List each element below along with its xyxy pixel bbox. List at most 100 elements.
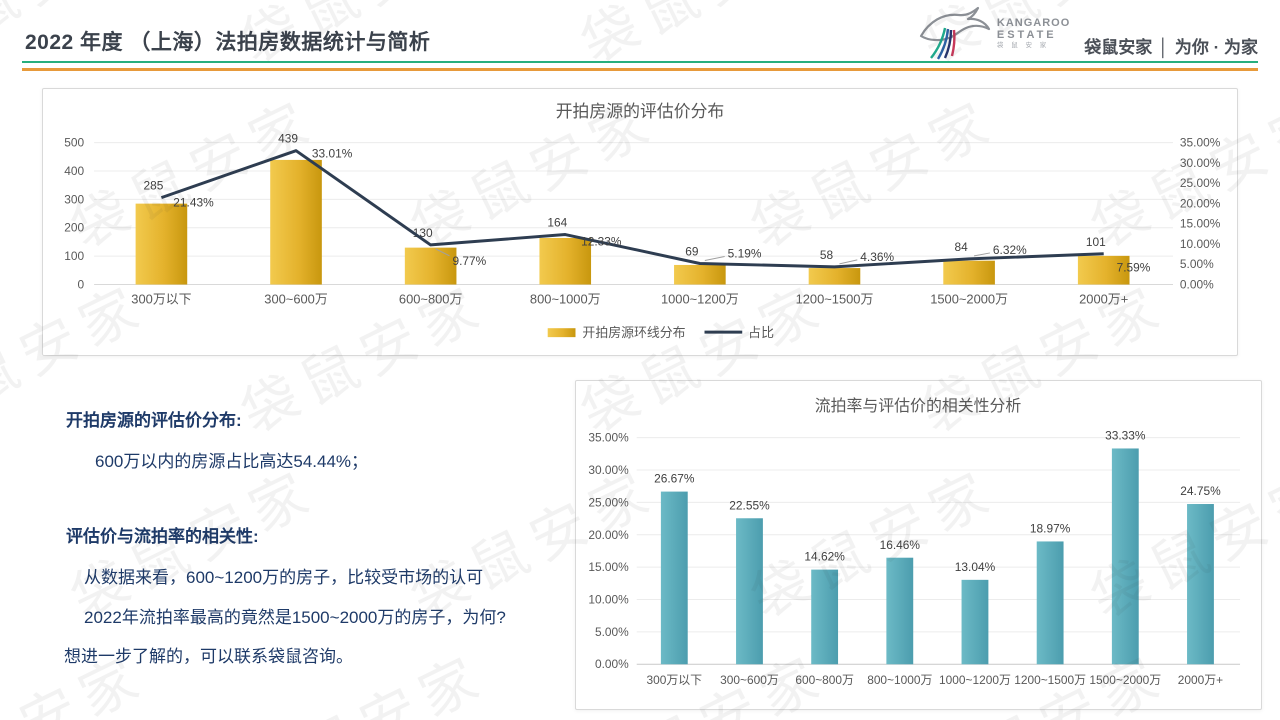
header-rule-green <box>22 61 1258 63</box>
gold-bar <box>674 264 726 285</box>
svg-text:400: 400 <box>64 164 84 178</box>
svg-text:16.46%: 16.46% <box>880 538 921 552</box>
svg-text:22.55%: 22.55% <box>729 498 770 512</box>
slide-header: 2022 年度 （上海）法拍房数据统计与简析 KANGAROO ESTATE 袋… <box>0 0 1280 80</box>
svg-text:9.77%: 9.77% <box>452 254 486 268</box>
brand-divider: │ <box>1158 37 1169 57</box>
failure-rate-bar-chart: 流拍率与评估价的相关性分析 0.00% 5.00% 10.00% 15.00% 20.00… <box>588 397 1241 687</box>
logo-text-kangaroo: KANGAROO <box>996 17 1071 30</box>
ratio-line <box>160 149 1104 269</box>
svg-text:0.00%: 0.00% <box>595 657 629 671</box>
svg-text:30.00%: 30.00% <box>1180 156 1221 170</box>
svg-text:开拍房源的评估价分布: 开拍房源的评估价分布 <box>556 102 725 121</box>
svg-text:1200~1500万: 1200~1500万 <box>796 291 874 306</box>
svg-text:33.33%: 33.33% <box>1105 429 1146 443</box>
svg-text:58: 58 <box>820 248 834 262</box>
company-logo: KANGAROO ESTATE 袋 鼠 安 家 <box>915 6 1070 62</box>
svg-text:33.01%: 33.01% <box>312 147 353 161</box>
chart-legend: 开拍房源环线分布 占比 <box>547 325 774 340</box>
svg-text:600~800万: 600~800万 <box>795 673 854 687</box>
svg-text:300: 300 <box>64 192 84 206</box>
logo-text-estate: ESTATE <box>996 28 1057 41</box>
page-title: 2022 年度 （上海）法拍房数据统计与简析 <box>25 31 431 54</box>
svg-text:35.00%: 35.00% <box>588 431 629 445</box>
svg-text:2000万+: 2000万+ <box>1178 673 1223 687</box>
svg-text:1000~1200万: 1000~1200万 <box>939 673 1011 687</box>
kangaroo-logo-icon <box>919 6 990 60</box>
svg-text:12.33%: 12.33% <box>581 234 622 248</box>
teal-bar <box>1187 504 1214 665</box>
svg-text:21.43%: 21.43% <box>173 196 214 210</box>
svg-text:流拍率与评估价的相关性分析: 流拍率与评估价的相关性分析 <box>815 397 1022 415</box>
svg-text:15.00%: 15.00% <box>588 560 629 574</box>
analysis-section2-line1: 从数据来看，600~1200万的房子，比较受市场的认可 <box>84 568 484 587</box>
brand-area: KANGAROO ESTATE 袋 鼠 安 家 袋鼠安家 │ 为你 · 为家 <box>915 6 1258 62</box>
svg-text:285: 285 <box>144 179 164 193</box>
chart-card-price-distribution: 开拍房源的评估价分布 0 100 200 300 400 500 0.00% 5.00% 10.0… <box>42 88 1238 356</box>
analysis-section2-title: 评估价与流拍率的相关性: <box>66 527 259 546</box>
svg-text:200: 200 <box>64 221 84 235</box>
brand-slogan: 袋鼠安家 │ 为你 · 为家 <box>1084 33 1258 58</box>
chart-card-failure-rate: 流拍率与评估价的相关性分析 0.00% 5.00% 10.00% 15.00% 20.00… <box>575 380 1262 710</box>
teal-bar <box>811 569 839 665</box>
svg-text:26.67%: 26.67% <box>654 472 695 486</box>
gold-bar <box>943 260 995 285</box>
svg-text:0.00%: 0.00% <box>1180 278 1214 292</box>
svg-text:0: 0 <box>78 278 85 292</box>
svg-text:300万以下: 300万以下 <box>647 673 703 687</box>
svg-text:5.19%: 5.19% <box>728 247 762 261</box>
svg-text:1500~2000万: 1500~2000万 <box>930 291 1008 306</box>
svg-text:20.00%: 20.00% <box>1180 196 1221 210</box>
svg-text:开拍房源环线分布: 开拍房源环线分布 <box>582 325 685 340</box>
svg-text:25.00%: 25.00% <box>588 495 629 509</box>
brand-tagline: 为你 · 为家 <box>1174 37 1258 57</box>
header-rule-orange <box>22 68 1258 71</box>
svg-text:5.00%: 5.00% <box>595 625 629 639</box>
svg-text:7.59%: 7.59% <box>1117 261 1151 275</box>
svg-text:4.36%: 4.36% <box>860 250 894 264</box>
teal-bar <box>736 518 763 665</box>
svg-text:1500~2000万: 1500~2000万 <box>1089 673 1161 687</box>
teal-bar <box>660 491 688 665</box>
svg-text:500: 500 <box>64 136 84 150</box>
brand-name: 袋鼠安家 <box>1084 37 1153 57</box>
analysis-section2-line2: 2022年流拍率最高的竟然是1500~2000万的房子，为何? <box>84 608 506 627</box>
gold-bar <box>1077 255 1130 285</box>
svg-text:439: 439 <box>278 132 298 146</box>
svg-text:101: 101 <box>1086 235 1106 249</box>
svg-text:25.00%: 25.00% <box>1180 176 1221 190</box>
svg-text:30.00%: 30.00% <box>588 463 629 477</box>
svg-text:800~1000万: 800~1000万 <box>867 673 932 687</box>
svg-text:10.00%: 10.00% <box>588 593 629 607</box>
svg-text:10.00%: 10.00% <box>1180 237 1221 251</box>
analysis-section1-line1: 600万以内的房源占比高达54.44%； <box>95 452 369 471</box>
svg-text:18.97%: 18.97% <box>1030 522 1071 536</box>
svg-text:100: 100 <box>64 249 84 263</box>
svg-text:20.00%: 20.00% <box>588 528 629 542</box>
svg-text:800~1000万: 800~1000万 <box>530 291 601 306</box>
svg-text:600~800万: 600~800万 <box>399 291 463 306</box>
teal-bar <box>1036 541 1064 665</box>
logo-wordmark: KANGAROO ESTATE 袋 鼠 安 家 <box>996 17 1071 50</box>
svg-text:164: 164 <box>547 216 567 230</box>
svg-text:69: 69 <box>685 245 699 259</box>
svg-text:6.32%: 6.32% <box>993 243 1027 257</box>
gold-bar <box>808 268 861 285</box>
svg-text:84: 84 <box>955 240 969 254</box>
gold-bar <box>539 237 592 285</box>
svg-text:2000万+: 2000万+ <box>1079 291 1128 306</box>
svg-text:占比: 占比 <box>748 325 774 340</box>
svg-text:5.00%: 5.00% <box>1180 257 1214 271</box>
analysis-section1-title: 开拍房源的评估价分布: <box>66 411 242 430</box>
logo-text-cn: 袋 鼠 安 家 <box>996 42 1050 50</box>
svg-text:300~600万: 300~600万 <box>264 291 328 306</box>
svg-text:300万以下: 300万以下 <box>131 291 191 306</box>
teal-bar <box>886 557 914 665</box>
teal-bar <box>1111 448 1139 665</box>
gold-bar <box>135 203 188 285</box>
svg-text:1200~1500万: 1200~1500万 <box>1014 673 1086 687</box>
svg-text:24.75%: 24.75% <box>1180 484 1221 498</box>
gold-bar <box>270 159 322 285</box>
svg-text:13.04%: 13.04% <box>955 560 996 574</box>
